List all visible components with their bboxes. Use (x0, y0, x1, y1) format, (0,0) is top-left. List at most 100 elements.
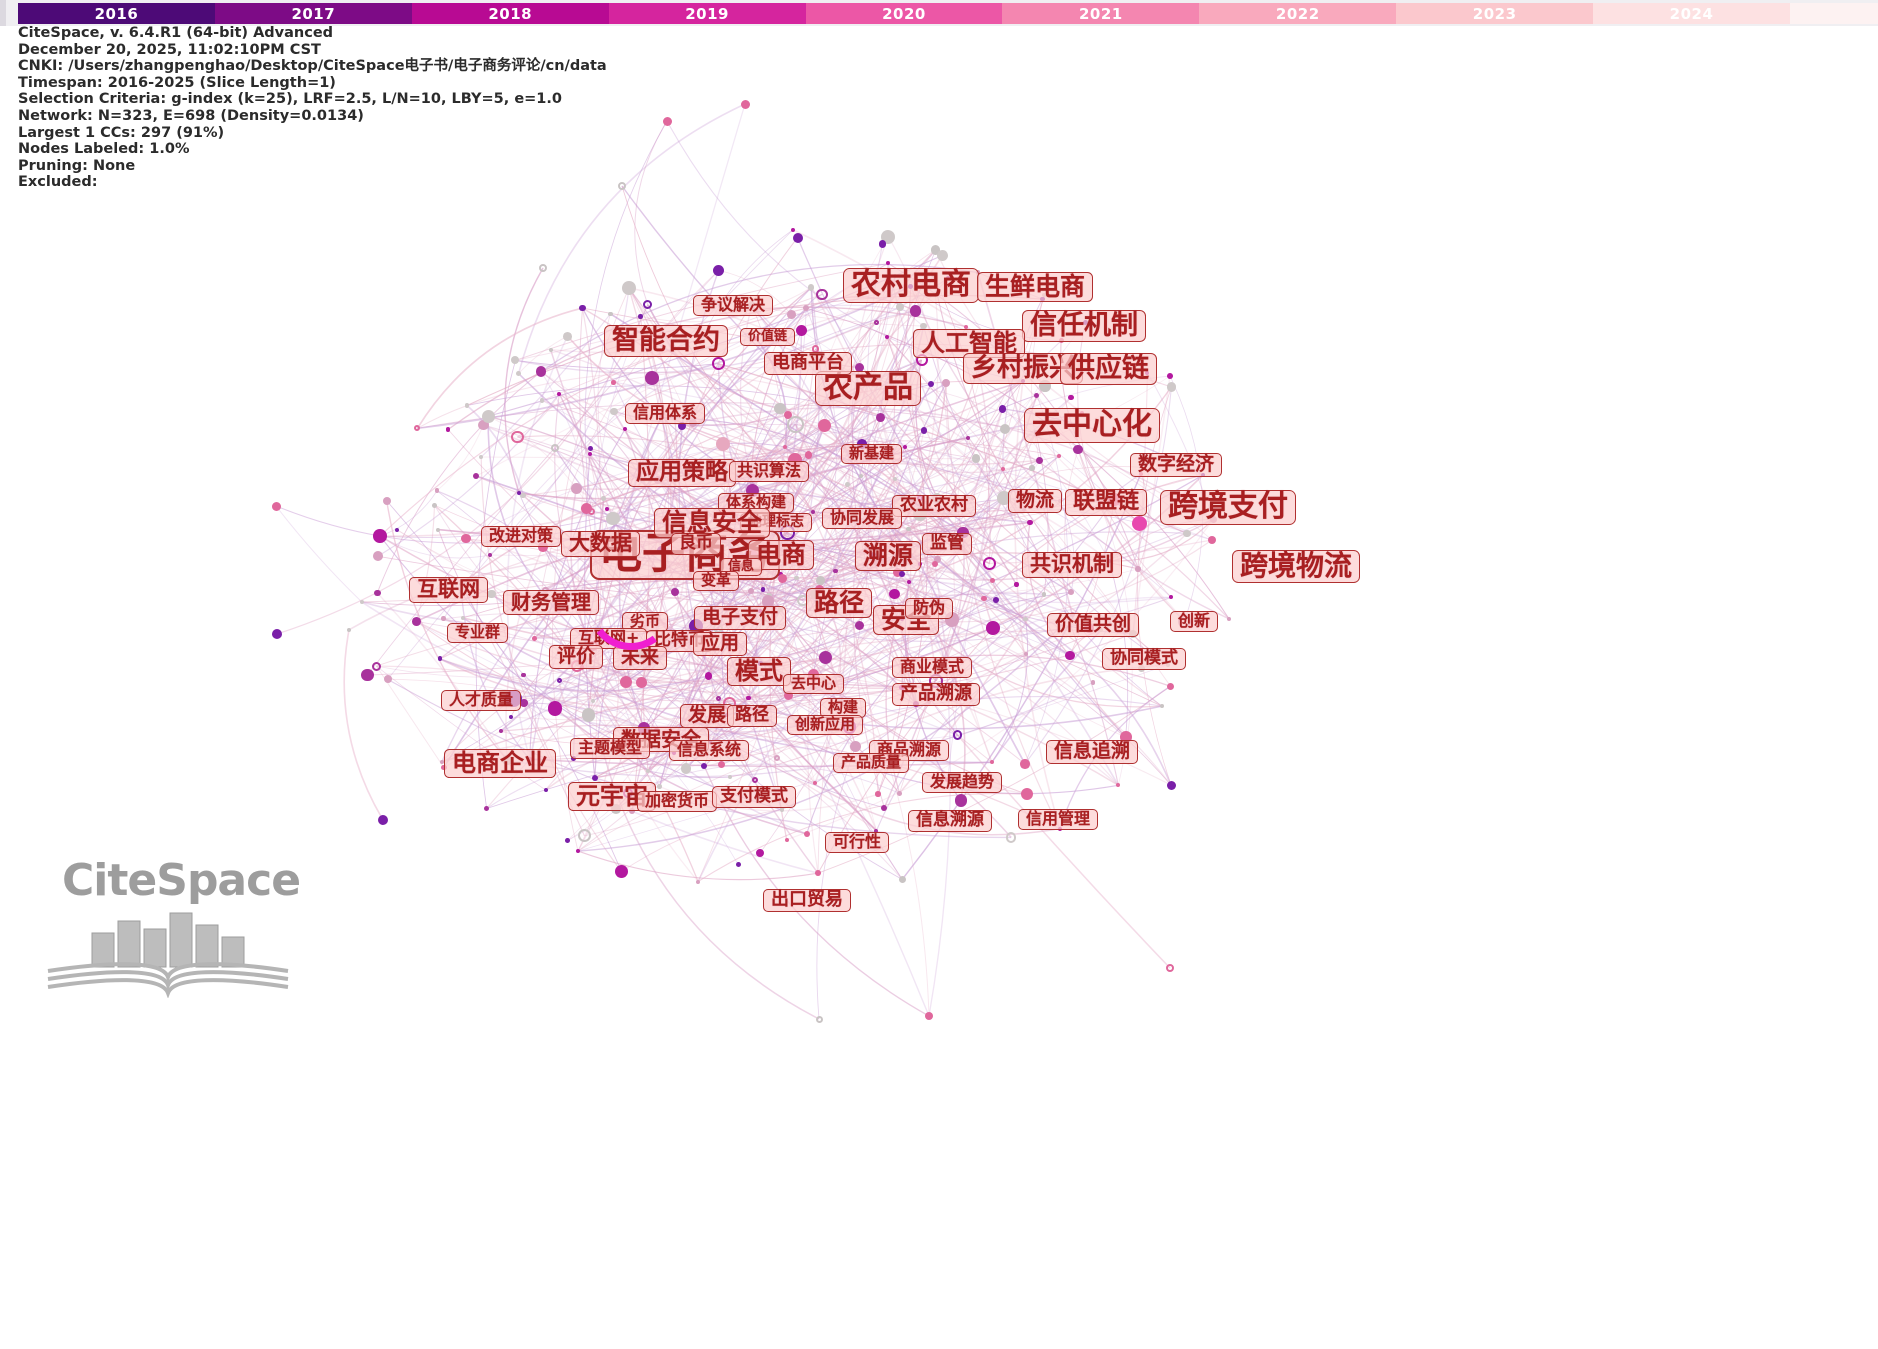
keyword-label[interactable]: 信任机制 (1022, 310, 1146, 342)
graph-node[interactable] (271, 501, 281, 511)
graph-node[interactable] (516, 371, 522, 377)
graph-node[interactable] (680, 763, 692, 774)
graph-node[interactable] (1029, 465, 1035, 471)
graph-node[interactable] (521, 672, 526, 678)
keyword-label[interactable]: 农产品 (815, 371, 921, 406)
timeline-year-2019[interactable]: 2019 (608, 3, 806, 24)
keyword-label[interactable]: 溯源 (855, 541, 922, 571)
graph-node[interactable] (516, 490, 522, 496)
graph-node[interactable] (579, 304, 586, 312)
keyword-label[interactable]: 信息溯源 (908, 810, 992, 832)
graph-node[interactable] (997, 491, 1011, 505)
graph-node[interactable] (815, 1015, 823, 1023)
keyword-label[interactable]: 商业模式 (892, 657, 973, 678)
timeline-year-2023[interactable]: 2023 (1396, 3, 1594, 24)
graph-node[interactable] (477, 419, 489, 431)
graph-node[interactable] (936, 250, 948, 262)
graph-node[interactable] (575, 848, 581, 854)
keyword-label[interactable]: 电商平台 (764, 352, 852, 375)
graph-node[interactable] (1035, 456, 1043, 464)
graph-node[interactable] (432, 502, 437, 508)
graph-node[interactable] (511, 356, 520, 365)
graph-node[interactable] (591, 774, 598, 781)
graph-node[interactable] (272, 629, 282, 639)
graph-node[interactable] (906, 579, 911, 584)
keyword-label[interactable]: 创新 (1170, 611, 1219, 632)
graph-node[interactable] (942, 379, 950, 388)
graph-node[interactable] (372, 551, 383, 562)
graph-node[interactable] (779, 807, 785, 812)
graph-node[interactable] (909, 305, 921, 317)
keyword-label[interactable]: 良币 (671, 533, 721, 555)
network-graph-canvas[interactable]: 电子商务智能合约农村电商生鲜电商信任机制人工智能乡村振兴供应链农产品去中心化数字… (0, 26, 1878, 1349)
keyword-label[interactable]: 电子支付 (694, 606, 787, 630)
graph-node[interactable] (622, 280, 636, 295)
graph-node[interactable] (1027, 519, 1033, 526)
graph-node[interactable] (854, 362, 865, 373)
graph-node[interactable] (587, 451, 593, 457)
graph-node[interactable] (933, 555, 942, 564)
graph-node[interactable] (638, 314, 643, 319)
keyword-label[interactable]: 加密货币 (637, 791, 718, 812)
graph-node[interactable] (441, 616, 447, 622)
graph-node[interactable] (812, 781, 817, 786)
keyword-label[interactable]: 未来 (613, 646, 668, 670)
keyword-label[interactable]: 产品质量 (833, 753, 910, 773)
graph-node[interactable] (461, 533, 471, 544)
graph-node[interactable] (755, 848, 765, 857)
keyword-label[interactable]: 防伪 (905, 598, 954, 619)
graph-node[interactable] (411, 616, 421, 626)
graph-node[interactable] (383, 675, 392, 684)
graph-node[interactable] (1166, 382, 1177, 392)
graph-node[interactable] (804, 451, 813, 459)
keyword-label[interactable]: 变革 (693, 571, 740, 591)
graph-node[interactable] (712, 357, 725, 370)
graph-node[interactable] (1167, 373, 1173, 379)
graph-node[interactable] (1131, 515, 1147, 531)
graph-node[interactable] (548, 347, 553, 352)
graph-node[interactable] (735, 862, 741, 868)
graph-node[interactable] (740, 99, 750, 109)
graph-node[interactable] (884, 334, 890, 340)
graph-node[interactable] (619, 675, 633, 689)
graph-node[interactable] (604, 507, 609, 512)
keyword-label[interactable]: 价值链 (740, 328, 796, 346)
graph-node[interactable] (498, 729, 503, 734)
keyword-label[interactable]: 信息系统 (669, 740, 750, 761)
keyword-label[interactable]: 价值共创 (1047, 613, 1140, 637)
graph-node[interactable] (833, 568, 839, 574)
keyword-label[interactable]: 出口贸易 (763, 889, 851, 912)
graph-node[interactable] (773, 754, 780, 761)
graph-node[interactable] (657, 784, 662, 789)
graph-node[interactable] (508, 715, 513, 720)
graph-node[interactable] (906, 526, 911, 531)
graph-node[interactable] (460, 615, 465, 620)
graph-node[interactable] (563, 331, 572, 341)
graph-node[interactable] (992, 596, 999, 603)
label-layer[interactable]: 电子商务智能合约农村电商生鲜电商信任机制人工智能乡村振兴供应链农产品去中心化数字… (0, 26, 1878, 1349)
graph-node[interactable] (1034, 392, 1040, 398)
graph-node[interactable] (881, 804, 888, 811)
graph-node[interactable] (815, 870, 821, 876)
graph-node[interactable] (645, 371, 660, 386)
graph-node[interactable] (817, 418, 831, 433)
graph-node[interactable] (1166, 682, 1175, 690)
timeline-year-2022[interactable]: 2022 (1199, 3, 1397, 24)
graph-node[interactable] (786, 309, 796, 319)
timeline-year-2020[interactable]: 2020 (805, 3, 1003, 24)
keyword-label[interactable]: 物流 (1008, 489, 1063, 513)
graph-node[interactable] (964, 324, 969, 329)
graph-node[interactable] (795, 325, 807, 337)
graph-node[interactable] (1041, 591, 1047, 597)
graph-node[interactable] (606, 511, 620, 526)
graph-node[interactable] (565, 838, 570, 843)
graph-node[interactable] (898, 875, 906, 883)
graph-node[interactable] (1020, 759, 1030, 769)
graph-node[interactable] (766, 592, 772, 599)
graph-node[interactable] (571, 483, 582, 495)
graph-node[interactable] (539, 264, 547, 272)
graph-node[interactable] (445, 427, 451, 432)
graph-node[interactable] (965, 435, 971, 440)
keyword-label[interactable]: 共识算法 (729, 461, 810, 482)
graph-node[interactable] (999, 405, 1007, 413)
